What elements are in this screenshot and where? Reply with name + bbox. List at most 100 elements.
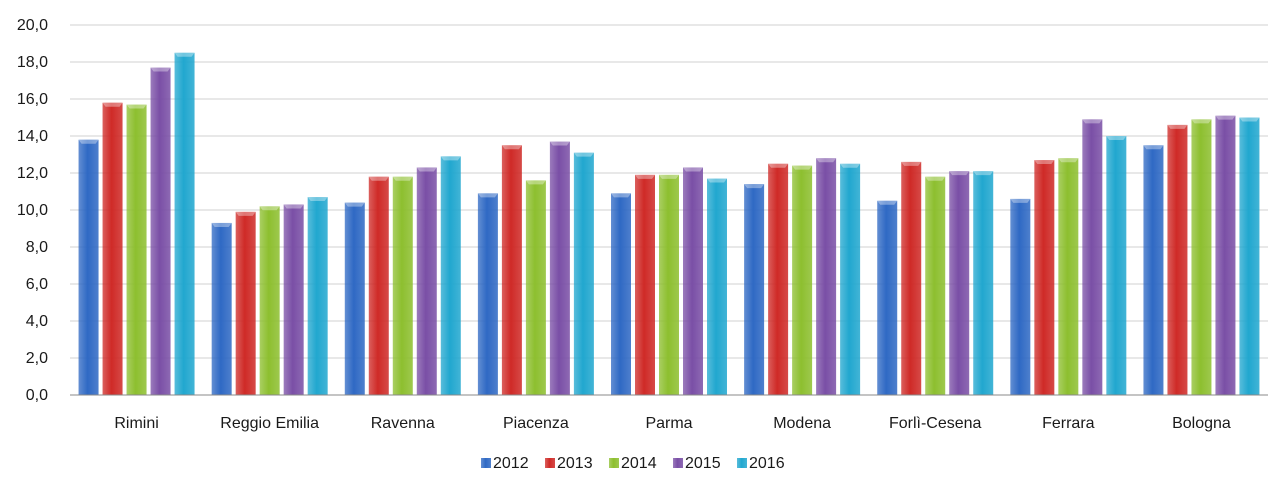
bar-bevel: [792, 165, 813, 170]
legend-label: 2013: [557, 455, 593, 472]
bar: [707, 178, 727, 395]
legend-swatch: [673, 458, 683, 468]
bar-bevel: [1058, 158, 1079, 163]
bar: [877, 200, 898, 395]
bar-bevel: [1106, 136, 1127, 140]
bar: [1106, 136, 1127, 395]
bar: [1082, 119, 1103, 395]
bar: [1167, 124, 1188, 396]
bar: [235, 211, 256, 395]
x-category-label: Ravenna: [371, 415, 435, 432]
bar: [477, 193, 498, 395]
bar-bevel: [683, 167, 703, 172]
bar: [368, 176, 389, 395]
bar: [1215, 115, 1236, 396]
bar-bevel: [344, 202, 365, 207]
bar-bevel: [126, 104, 147, 109]
y-tick-label: 14,0: [17, 128, 48, 145]
y-axis-ticks: 0,0 2,0 4,0 6,0 8,0 10,0 12,0 14,0 16,0 18,0 20,0: [17, 17, 48, 404]
bar: [949, 171, 970, 395]
bar: [102, 102, 123, 395]
bar: [840, 163, 861, 395]
bar: [1010, 198, 1031, 395]
legend: 2012 2013 2014 2015 2016: [481, 455, 785, 472]
bar: [611, 193, 631, 395]
legend-swatch: [545, 458, 555, 468]
bar-bevel: [949, 171, 970, 176]
bar: [259, 206, 280, 395]
y-tick-label: 6,0: [26, 276, 48, 293]
bar: [307, 197, 328, 395]
x-category-label: Parma: [645, 415, 692, 432]
bar-bevel: [150, 67, 171, 72]
bar: [925, 176, 946, 395]
bar-bevel: [525, 180, 546, 185]
bar-bevel: [235, 211, 256, 216]
y-tick-label: 12,0: [17, 165, 48, 182]
bar-bevel: [1143, 145, 1164, 150]
bar-bevel: [211, 222, 232, 227]
legend-label: 2012: [493, 455, 529, 472]
x-axis-categories: Rimini Reggio Emilia Ravenna Piacenza Parma M…: [114, 415, 1231, 432]
y-tick-label: 2,0: [26, 350, 48, 367]
bar: [744, 184, 765, 395]
bar-bevel: [1034, 160, 1055, 165]
bar: [392, 176, 413, 395]
y-tick-label: 20,0: [17, 17, 48, 34]
bar: [659, 174, 679, 395]
bar: [1034, 160, 1055, 395]
bar: [150, 67, 171, 396]
bar: [1058, 158, 1079, 395]
bar: [1239, 117, 1260, 395]
bar-bevel: [925, 176, 946, 181]
bar: [416, 167, 437, 395]
bar: [768, 163, 789, 395]
bar-bevel: [368, 176, 389, 181]
bars: [78, 52, 1260, 396]
legend-swatch: [737, 458, 747, 468]
bar: [635, 174, 655, 395]
bar-bevel: [901, 161, 922, 166]
bar: [973, 171, 994, 395]
bar: [78, 139, 99, 395]
y-tick-label: 0,0: [26, 387, 48, 404]
bar-bevel: [573, 152, 594, 157]
bar-bevel: [1167, 124, 1188, 129]
bar-bevel: [1239, 117, 1260, 122]
bar: [174, 52, 195, 395]
x-category-label: Rimini: [114, 415, 158, 432]
bar: [1191, 119, 1212, 395]
x-category-label: Piacenza: [503, 415, 569, 432]
bar-bevel: [501, 145, 522, 150]
bar: [1143, 145, 1164, 395]
y-tick-label: 4,0: [26, 313, 48, 330]
bar-bevel: [840, 163, 861, 168]
bar-bevel: [440, 156, 461, 161]
y-tick-label: 16,0: [17, 91, 48, 108]
bar-bevel: [1082, 119, 1103, 124]
bar-bevel: [659, 174, 679, 179]
legend-swatch: [609, 458, 619, 468]
bar-bevel: [283, 204, 304, 209]
bar: [683, 167, 703, 395]
bar-bevel: [477, 193, 498, 198]
x-category-label: Forlì-Cesena: [889, 415, 982, 432]
bar-bevel: [1191, 119, 1212, 124]
bar-bevel: [307, 197, 328, 202]
x-category-label: Modena: [773, 415, 831, 432]
bar-bevel: [78, 139, 99, 144]
bar-bevel: [768, 163, 789, 168]
y-tick-label: 8,0: [26, 239, 48, 256]
x-category-label: Bologna: [1172, 415, 1231, 432]
legend-label: 2014: [621, 455, 657, 472]
bar-bevel: [1010, 198, 1031, 203]
bar-bevel: [416, 167, 437, 172]
legend-label: 2015: [685, 455, 721, 472]
legend-label: 2016: [749, 455, 785, 472]
bar: [525, 180, 546, 395]
bar-bevel: [549, 141, 570, 146]
bar-bevel: [174, 52, 195, 57]
bar-bevel: [877, 200, 898, 205]
